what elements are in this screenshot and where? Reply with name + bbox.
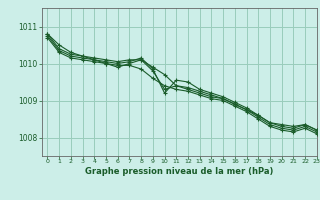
X-axis label: Graphe pression niveau de la mer (hPa): Graphe pression niveau de la mer (hPa) [85,167,273,176]
